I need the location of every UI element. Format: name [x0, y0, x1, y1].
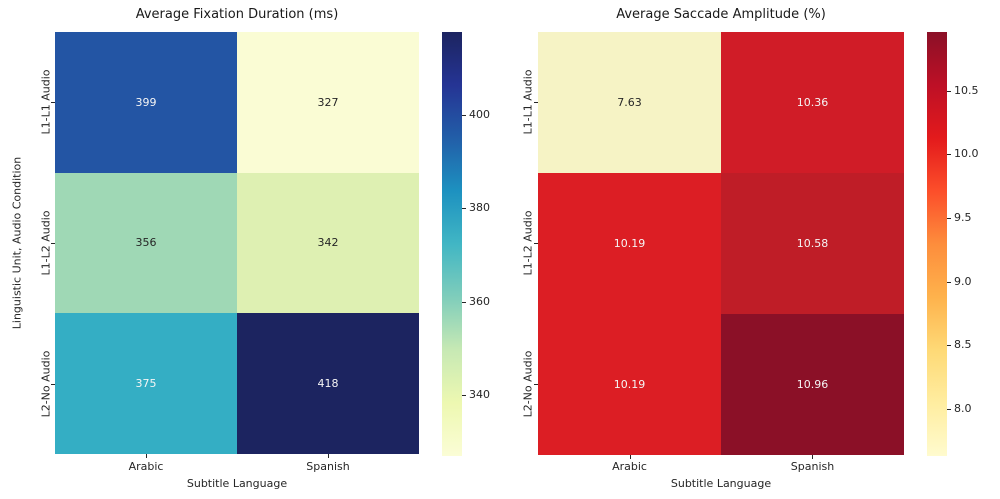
right-xtickmark — [630, 455, 631, 459]
right-ytick-l2-no-audio: L2-No Audio — [521, 350, 535, 418]
right-colorbar-tick: 10.0 — [947, 146, 979, 162]
right-ytickmark — [534, 102, 538, 103]
left-ytickmark — [51, 102, 55, 103]
left-xtickmark — [146, 454, 147, 458]
right-colorbar — [927, 32, 947, 456]
right-colorbar-tick: 8.0 — [947, 401, 972, 417]
heatmap-cell: 399 — [55, 32, 237, 173]
heatmap-cell: 10.96 — [721, 314, 904, 455]
left-heatmap-grid: 399 327 356 342 375 418 — [55, 32, 419, 454]
left-xtick-spanish: Spanish — [306, 460, 350, 473]
heatmap-cell: 10.58 — [721, 173, 904, 314]
left-y-axis-label: Linguistic Unit, Audio Condition — [10, 156, 24, 330]
right-x-axis-label: Subtitle Language — [670, 477, 772, 490]
left-xtick-arabic: Arabic — [128, 460, 164, 473]
heatmap-cell: 356 — [55, 172, 237, 314]
left-colorbar-tick: 360 — [462, 294, 490, 310]
right-heatmap-grid: 7.63 10.36 10.19 10.58 10.19 10.96 — [538, 32, 904, 455]
heatmap-cell: 10.19 — [538, 173, 721, 314]
heatmap-cell: 7.63 — [538, 32, 721, 173]
heatmap-cell: 327 — [237, 32, 419, 173]
left-colorbar — [442, 32, 462, 456]
right-xtick-spanish: Spanish — [790, 460, 835, 473]
right-ytick-l1-l2-audio: L1-L2 Audio — [521, 210, 535, 276]
left-colorbar-tick: 400 — [462, 107, 490, 123]
right-chart-title: Average Saccade Amplitude (%) — [616, 7, 826, 22]
left-ytickmark — [51, 243, 55, 244]
left-chart-title: Average Fixation Duration (ms) — [135, 7, 339, 22]
right-colorbar-tick: 9.5 — [947, 210, 972, 226]
right-colorbar-tick: 9.0 — [947, 274, 972, 290]
left-x-axis-label: Subtitle Language — [186, 477, 288, 490]
right-xtick-arabic: Arabic — [612, 460, 647, 473]
heatmap-cell: 375 — [55, 313, 237, 454]
right-colorbar-tick: 10.5 — [947, 83, 979, 99]
heatmap-cell: 10.36 — [721, 32, 904, 173]
right-ytickmark — [534, 384, 538, 385]
right-ytick-l1-l1-audio: L1-L1 Audio — [521, 69, 535, 135]
left-ytickmark — [51, 384, 55, 385]
left-colorbar-tick: 340 — [462, 387, 490, 403]
right-colorbar-tick: 8.5 — [947, 337, 972, 353]
heatmap-cell: 10.19 — [538, 314, 721, 455]
heatmap-cell: 418 — [237, 313, 419, 454]
right-xtickmark — [812, 455, 813, 459]
left-xtickmark — [328, 454, 329, 458]
heatmap-cell: 342 — [237, 172, 419, 314]
right-ytickmark — [534, 243, 538, 244]
left-colorbar-tick: 380 — [462, 200, 490, 216]
